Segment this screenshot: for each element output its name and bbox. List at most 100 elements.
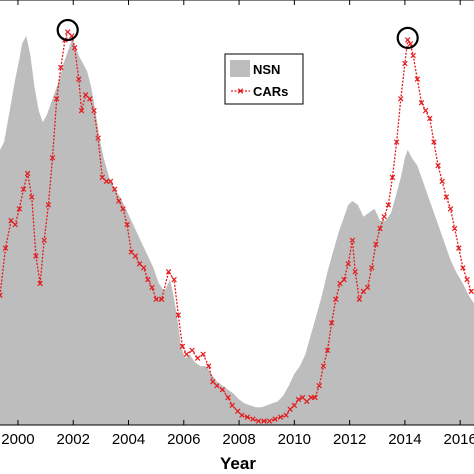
cars-point (328, 320, 335, 326)
nsn-area (0, 35, 474, 426)
cars-point (244, 414, 251, 420)
cars-point (373, 241, 379, 247)
cars-point (447, 206, 454, 212)
cars-point (299, 394, 306, 401)
cars-point (12, 221, 18, 228)
cars-point (140, 265, 147, 271)
cars-point (29, 194, 35, 200)
cars-point (41, 237, 47, 244)
cars-point (179, 343, 186, 350)
cars-point (45, 202, 52, 208)
cars-point (64, 29, 71, 35)
cars-point (291, 402, 298, 409)
cars-point (53, 96, 60, 102)
x-tick-label: 2016 (443, 431, 474, 448)
cars-point (352, 269, 358, 275)
cars-point (82, 92, 89, 98)
x-axis-title: Year (220, 454, 256, 473)
cars-point (266, 418, 273, 424)
cars-point (103, 178, 110, 185)
cars-marker-layer (0, 29, 474, 424)
x-tick-label: 2014 (388, 431, 421, 448)
cars-point (214, 382, 220, 389)
cars-point (464, 276, 470, 283)
cars-point (145, 276, 151, 283)
cars-point (58, 64, 64, 71)
cars-point (287, 406, 293, 413)
cars-point (158, 296, 165, 302)
cars-point (76, 76, 82, 82)
legend-swatch-nsn (230, 60, 250, 77)
cars-point (418, 100, 425, 106)
cars-point (175, 312, 181, 318)
legend-label-nsn: NSN (253, 62, 280, 77)
cars-point (468, 288, 474, 295)
cars-point (171, 276, 177, 283)
cars-point (439, 178, 445, 185)
axes (0, 0, 474, 426)
x-tick-label: 2000 (1, 431, 34, 448)
cars-point (239, 412, 245, 418)
cars-point (255, 418, 262, 424)
legend-x-marker (237, 88, 244, 94)
cars-point (0, 292, 3, 299)
cars-point (20, 186, 27, 192)
cars-point (116, 198, 122, 204)
x-tick-label: 2012 (333, 431, 366, 448)
legend: NSN CARs (224, 53, 304, 105)
cars-point (337, 280, 343, 287)
cars-point (308, 394, 314, 401)
legend-label-cars: CARs (253, 84, 288, 99)
cars-point (295, 396, 302, 403)
cars-point (431, 139, 437, 145)
cars-point (78, 107, 85, 114)
cars-point (349, 237, 356, 244)
cars-point (451, 225, 458, 232)
cars-point (165, 269, 172, 275)
cars-point (149, 284, 155, 291)
cars-point (91, 107, 97, 114)
cars-point (389, 174, 396, 181)
cars-point (261, 418, 267, 424)
cars-point (124, 221, 130, 228)
cars-point (404, 37, 411, 43)
cars-point (16, 206, 23, 212)
peak-circle (396, 26, 419, 50)
cars-point (272, 416, 278, 422)
cars-point (136, 261, 143, 267)
cars-point (283, 412, 289, 418)
cars-point (304, 398, 310, 405)
cars-point (49, 155, 56, 161)
cars-point (234, 408, 241, 414)
cars-point (333, 296, 339, 302)
cars-point (369, 265, 375, 271)
cars-point (341, 276, 347, 283)
cars-point (153, 296, 159, 302)
cars-point (200, 351, 206, 357)
x-tick-labels: 2000 2002 2004 2006 2008 2010 2012 2014 2016 (1, 431, 474, 448)
cars-point (219, 386, 226, 393)
cars-point (356, 296, 363, 302)
cars-point (189, 347, 195, 354)
cars-point (107, 178, 114, 185)
cars-point (402, 60, 408, 67)
cars-point (24, 170, 31, 177)
cars-point (277, 414, 284, 420)
cars-point (422, 107, 429, 114)
cars-point (37, 280, 43, 287)
cars-point (427, 115, 433, 122)
x-tick-label: 2010 (278, 431, 311, 448)
cars-point (99, 174, 105, 181)
cars-point (229, 402, 235, 409)
cars-point (435, 162, 441, 169)
cars-point (316, 382, 322, 389)
cars-point (33, 253, 39, 259)
cars-point (460, 265, 466, 271)
cars-point (87, 96, 93, 102)
cars-point (128, 249, 135, 255)
cars-point (250, 416, 256, 422)
x-tick-label: 2008 (222, 431, 255, 448)
x-tick-label: 2006 (167, 431, 200, 448)
cars-point (407, 41, 414, 47)
